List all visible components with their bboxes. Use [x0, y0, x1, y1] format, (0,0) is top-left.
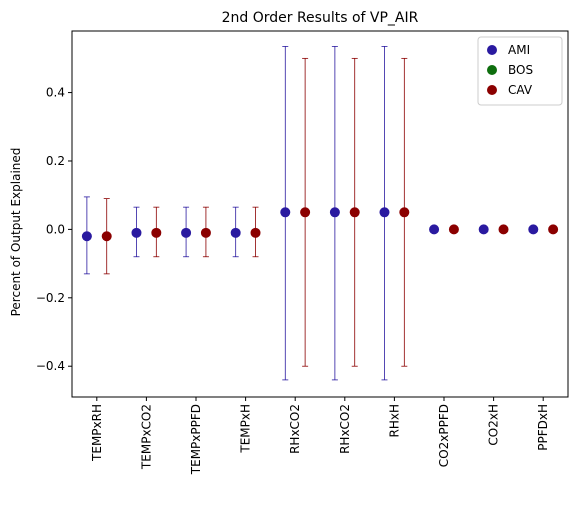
plot-frame [71, 30, 569, 398]
data-point [230, 227, 241, 238]
x-tick-label: RHxCO2 [338, 404, 352, 454]
x-tick-label: CO2xH [487, 404, 501, 446]
data-point [329, 207, 340, 218]
x-tick-label: TEMPxPPFD [189, 404, 203, 475]
data-point [528, 224, 539, 235]
y-tick-label: 0.4 [46, 86, 65, 100]
y-tick-label: −0.4 [36, 359, 65, 373]
legend-marker [487, 45, 497, 55]
y-tick-label: 0.2 [46, 154, 65, 168]
data-point [399, 207, 410, 218]
data-point [478, 224, 489, 235]
series-layer [81, 45, 559, 381]
legend-label: BOS [508, 63, 533, 77]
data-point [429, 224, 440, 235]
x-tick-label: TEMPxH [239, 404, 253, 454]
data-point [151, 227, 162, 238]
x-tick-label: RHxH [387, 404, 401, 438]
series-ami [81, 45, 539, 381]
data-point [200, 227, 211, 238]
legend-marker [487, 65, 497, 75]
data-point [300, 207, 311, 218]
series-cav [101, 57, 559, 367]
x-tick-label: TEMPxRH [90, 404, 104, 462]
x-tick-label: TEMPxCO2 [139, 404, 153, 470]
data-point [131, 227, 142, 238]
data-point [250, 227, 261, 238]
data-point [379, 207, 390, 218]
y-axis-ticks: −0.4 −0.2 0.0 0.2 0.4 [36, 86, 72, 373]
data-point [81, 231, 92, 242]
data-point [548, 224, 559, 235]
data-point [181, 227, 192, 238]
data-point [448, 224, 459, 235]
x-tick-label: PPFDxH [536, 404, 550, 451]
y-tick-label: 0.0 [46, 222, 65, 236]
legend-frame [477, 36, 563, 106]
x-tick-label: CO2xPPFD [437, 404, 451, 467]
legend-label: CAV [508, 83, 533, 97]
data-point [101, 231, 112, 242]
y-axis-label: Percent of Output Explained [9, 148, 23, 317]
chart-title: 2nd Order Results of VP_AIR [222, 10, 419, 26]
data-point [498, 224, 509, 235]
x-tick-label: RHxCO2 [288, 404, 302, 454]
legend-label: AMI [508, 43, 530, 57]
y-tick-label: −0.2 [36, 291, 65, 305]
legend: AMI BOS CAV [477, 36, 563, 106]
data-point [349, 207, 360, 218]
x-axis-ticks: TEMPxRH TEMPxCO2 TEMPxPPFD TEMPxH RHxCO2 RHxC… [90, 397, 550, 475]
legend-marker [487, 85, 497, 95]
data-point [280, 207, 291, 218]
